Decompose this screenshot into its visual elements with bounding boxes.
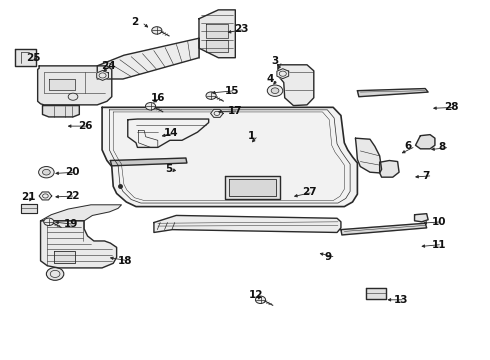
Text: 17: 17: [228, 106, 243, 116]
Text: 7: 7: [422, 171, 429, 181]
Circle shape: [255, 296, 266, 303]
Text: 16: 16: [150, 93, 165, 103]
Circle shape: [47, 267, 64, 280]
Text: 9: 9: [325, 252, 332, 262]
Polygon shape: [102, 107, 357, 207]
Polygon shape: [138, 130, 158, 147]
Polygon shape: [278, 65, 314, 105]
Polygon shape: [416, 135, 435, 149]
Polygon shape: [277, 69, 289, 78]
Polygon shape: [357, 89, 428, 97]
Text: 2: 2: [131, 17, 138, 27]
Text: 22: 22: [65, 191, 79, 201]
Text: 8: 8: [439, 143, 446, 152]
Circle shape: [39, 167, 54, 178]
Polygon shape: [110, 158, 187, 166]
Polygon shape: [15, 49, 36, 66]
Text: 14: 14: [164, 128, 178, 138]
Circle shape: [146, 103, 156, 110]
Text: 4: 4: [267, 74, 274, 84]
Polygon shape: [355, 138, 382, 173]
Polygon shape: [206, 40, 228, 53]
Text: 23: 23: [234, 24, 249, 34]
Circle shape: [43, 169, 50, 175]
Circle shape: [68, 93, 78, 100]
Text: 27: 27: [302, 188, 317, 197]
Circle shape: [152, 27, 162, 34]
Polygon shape: [41, 221, 117, 268]
Polygon shape: [39, 192, 52, 200]
Polygon shape: [366, 288, 387, 300]
Text: 12: 12: [249, 290, 264, 300]
Polygon shape: [97, 38, 199, 79]
Circle shape: [206, 92, 216, 99]
Polygon shape: [49, 79, 75, 90]
Text: 13: 13: [394, 295, 409, 305]
Text: 18: 18: [118, 256, 133, 266]
Polygon shape: [43, 105, 79, 117]
Polygon shape: [211, 109, 223, 117]
Polygon shape: [38, 66, 112, 105]
Polygon shape: [53, 251, 75, 263]
Polygon shape: [206, 24, 228, 38]
Polygon shape: [199, 10, 235, 58]
Polygon shape: [341, 223, 427, 235]
Polygon shape: [21, 204, 37, 213]
Polygon shape: [128, 119, 209, 147]
Text: 3: 3: [271, 56, 279, 66]
Text: 20: 20: [65, 167, 79, 177]
Text: 15: 15: [224, 86, 239, 96]
Text: 24: 24: [100, 61, 115, 71]
Text: 25: 25: [26, 53, 41, 63]
Polygon shape: [154, 215, 341, 233]
Polygon shape: [41, 205, 122, 221]
Text: 5: 5: [165, 164, 172, 174]
Text: 28: 28: [444, 102, 459, 112]
Text: 19: 19: [63, 219, 78, 229]
Polygon shape: [97, 71, 108, 80]
Circle shape: [271, 88, 279, 94]
Polygon shape: [229, 179, 275, 196]
Text: 11: 11: [432, 239, 446, 249]
Circle shape: [44, 218, 54, 226]
Text: 10: 10: [432, 217, 446, 227]
Text: 26: 26: [78, 121, 93, 131]
Polygon shape: [224, 176, 280, 199]
Circle shape: [267, 85, 283, 96]
Polygon shape: [380, 161, 399, 177]
Text: 1: 1: [247, 131, 255, 141]
Polygon shape: [415, 214, 428, 222]
Text: 21: 21: [21, 192, 36, 202]
Text: 6: 6: [405, 141, 412, 151]
